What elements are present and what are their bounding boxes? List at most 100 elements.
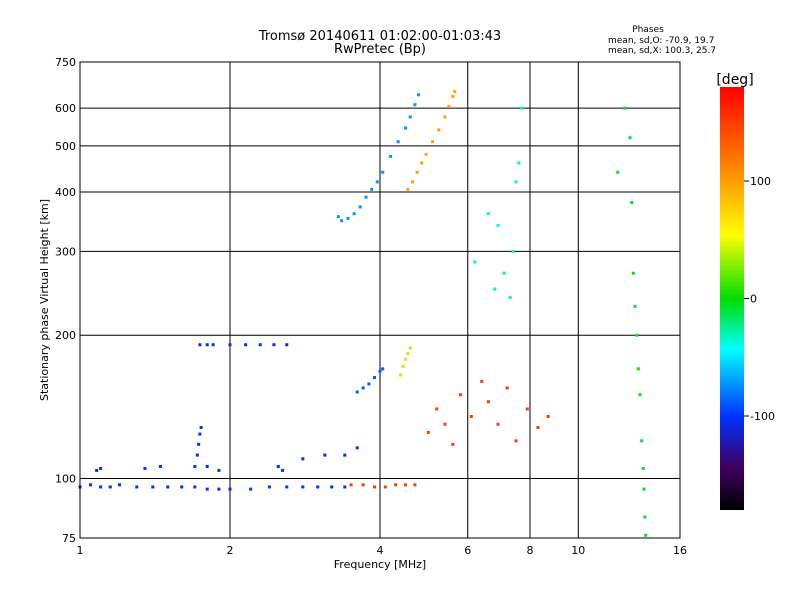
data-point bbox=[301, 457, 305, 461]
data-point bbox=[316, 485, 320, 489]
data-point bbox=[217, 487, 221, 491]
data-point bbox=[403, 483, 407, 487]
data-point bbox=[323, 453, 327, 457]
data-point bbox=[514, 439, 518, 443]
data-point bbox=[644, 533, 648, 537]
chart-subtitle: RwPretec (Bp) bbox=[334, 42, 426, 57]
data-point bbox=[285, 485, 289, 489]
data-point bbox=[198, 432, 202, 436]
data-point bbox=[635, 333, 639, 337]
x-tick-label: 8 bbox=[527, 544, 534, 557]
data-point bbox=[508, 296, 512, 300]
grid bbox=[80, 62, 680, 538]
x-tick-label: 4 bbox=[377, 544, 384, 557]
data-point bbox=[151, 485, 155, 489]
data-point bbox=[640, 439, 644, 443]
data-point bbox=[525, 407, 529, 411]
data-point bbox=[272, 343, 276, 347]
data-point bbox=[135, 485, 139, 489]
data-point bbox=[217, 468, 221, 472]
data-point bbox=[361, 386, 365, 390]
data-point bbox=[443, 115, 447, 119]
data-point bbox=[638, 393, 642, 397]
data-point bbox=[381, 170, 385, 174]
data-point bbox=[373, 485, 377, 489]
data-point bbox=[517, 161, 521, 165]
data-point bbox=[340, 219, 344, 223]
data-points bbox=[78, 90, 648, 537]
data-point bbox=[443, 422, 447, 426]
data-point bbox=[496, 224, 500, 228]
data-point bbox=[267, 485, 271, 489]
colorbar-tick-label: 0 bbox=[750, 293, 757, 306]
data-point bbox=[355, 390, 359, 394]
data-point bbox=[486, 400, 490, 404]
data-point bbox=[399, 373, 403, 377]
data-point bbox=[493, 287, 497, 291]
colorbar bbox=[720, 87, 744, 510]
data-point bbox=[352, 212, 356, 216]
data-point bbox=[480, 379, 484, 383]
plot-frame bbox=[79, 61, 681, 539]
data-point bbox=[636, 367, 640, 371]
data-point bbox=[89, 483, 93, 487]
data-point bbox=[198, 343, 202, 347]
data-point bbox=[180, 485, 184, 489]
data-point bbox=[458, 393, 462, 397]
data-point bbox=[99, 485, 103, 489]
data-point bbox=[623, 106, 627, 110]
data-point bbox=[505, 386, 509, 390]
data-point bbox=[330, 485, 334, 489]
data-point bbox=[211, 343, 215, 347]
data-point bbox=[301, 485, 305, 489]
data-point bbox=[426, 430, 430, 434]
stats-line-x: mean, sd,X: 100.3, 25.7 bbox=[608, 46, 716, 56]
data-point bbox=[378, 369, 382, 373]
data-point bbox=[336, 215, 340, 219]
data-point bbox=[403, 357, 407, 361]
data-point bbox=[417, 93, 421, 97]
data-point bbox=[415, 170, 419, 174]
data-point bbox=[193, 485, 197, 489]
data-point bbox=[633, 304, 637, 308]
data-point bbox=[228, 487, 232, 491]
axes: 1 2 4 6 8 10 16 75 100 200 300 400 500 600 750 bbox=[55, 56, 687, 557]
x-tick-label: 1 bbox=[77, 544, 84, 557]
colorbar-tick-label: 100 bbox=[750, 175, 771, 188]
data-point bbox=[486, 212, 490, 216]
data-point bbox=[375, 180, 379, 184]
data-point bbox=[370, 187, 374, 191]
data-point bbox=[244, 343, 248, 347]
data-point bbox=[451, 94, 455, 98]
colorbar-tick-label: -100 bbox=[750, 410, 775, 423]
data-point bbox=[158, 464, 162, 468]
data-point bbox=[628, 136, 632, 140]
data-point bbox=[420, 161, 424, 165]
x-tick-label: 2 bbox=[227, 544, 234, 557]
data-point bbox=[249, 487, 253, 491]
data-point bbox=[411, 180, 415, 184]
data-point bbox=[343, 453, 347, 457]
data-point bbox=[205, 464, 209, 468]
data-point bbox=[143, 466, 147, 470]
data-point bbox=[616, 170, 620, 174]
data-point bbox=[199, 425, 203, 429]
data-point bbox=[630, 201, 634, 205]
data-point bbox=[383, 485, 387, 489]
data-point bbox=[511, 249, 515, 253]
data-point bbox=[205, 343, 209, 347]
stats-line-o: mean, sd,O: -70.9, 19.7 bbox=[608, 36, 714, 46]
data-point bbox=[258, 343, 262, 347]
data-point bbox=[117, 483, 121, 487]
x-axis-label: Frequency [MHz] bbox=[334, 558, 426, 571]
x-tick-label: 16 bbox=[673, 544, 687, 557]
data-point bbox=[514, 180, 518, 184]
y-tick-label: 600 bbox=[55, 102, 76, 115]
data-point bbox=[367, 382, 371, 386]
data-point bbox=[99, 466, 103, 470]
data-point bbox=[355, 446, 359, 450]
x-tick-label: 10 bbox=[571, 544, 585, 557]
data-point bbox=[281, 468, 285, 472]
data-point bbox=[408, 346, 412, 350]
